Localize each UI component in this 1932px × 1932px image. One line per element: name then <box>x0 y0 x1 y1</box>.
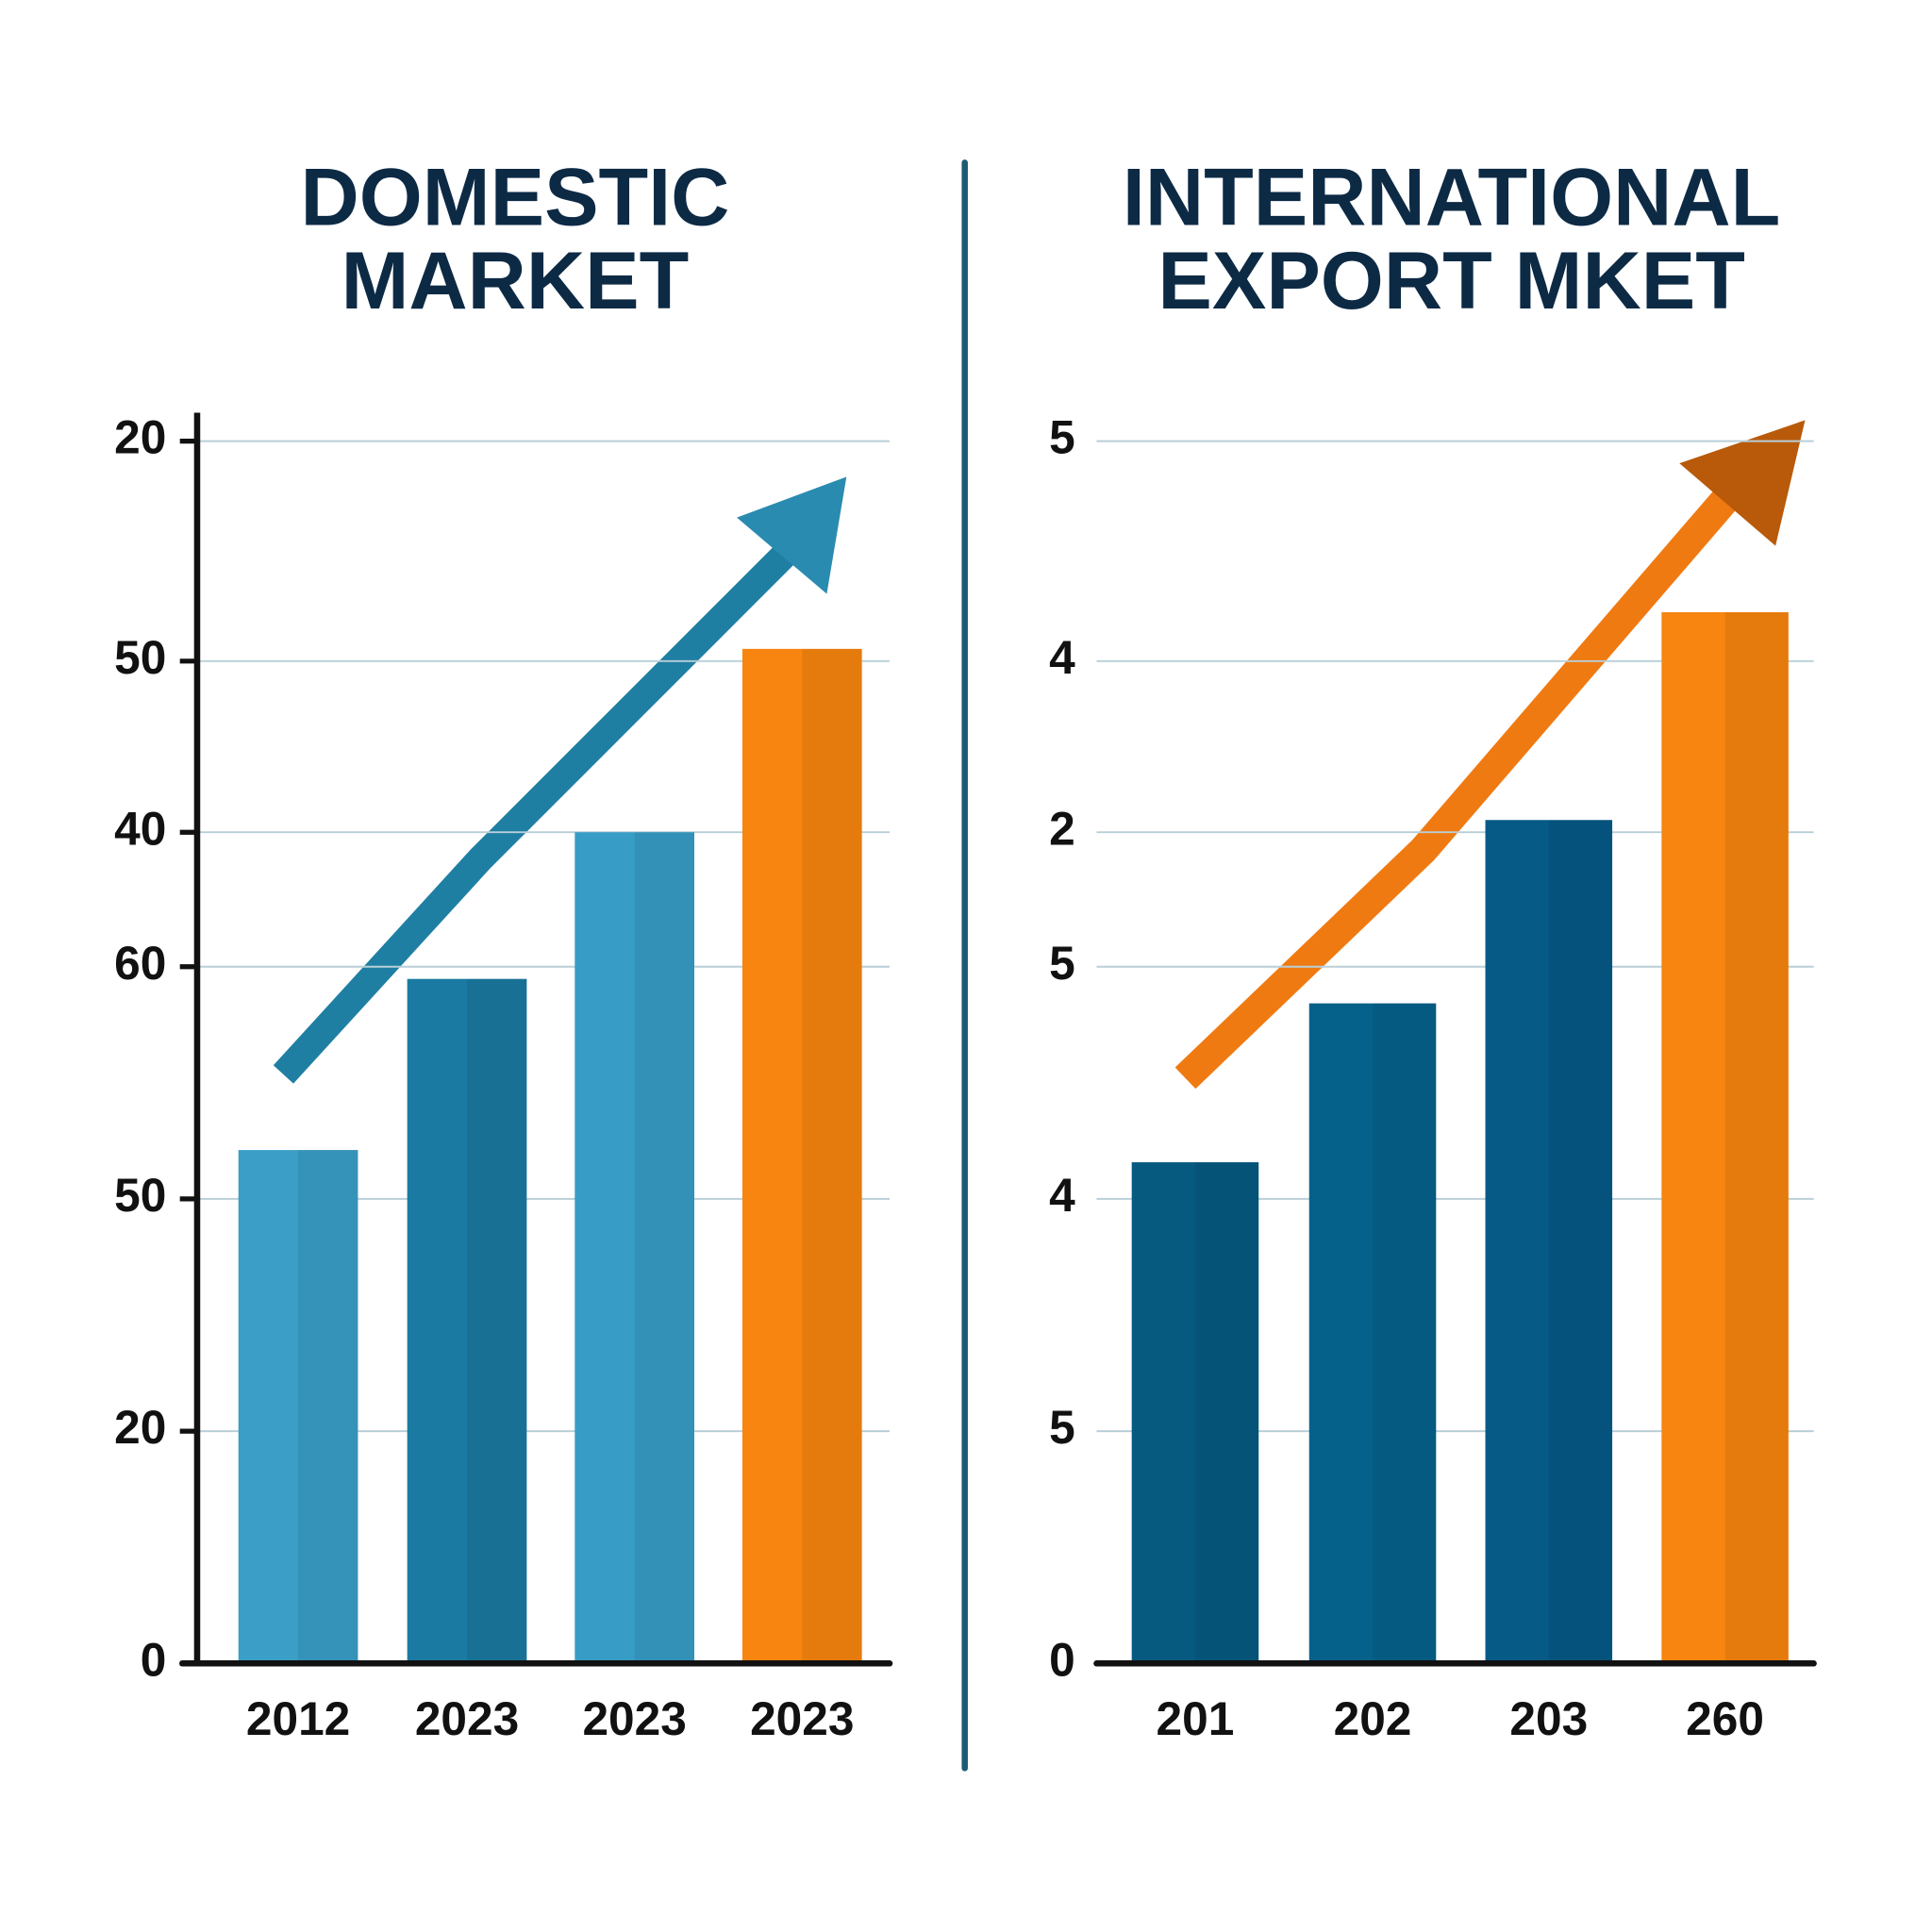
x-tick-label: 2023 <box>750 1692 854 1745</box>
x-tick-label: 2023 <box>415 1692 519 1745</box>
y-tick-label: 20 <box>114 1401 166 1454</box>
bar <box>1661 611 1789 1664</box>
chart-title: DOMESTIC <box>301 152 730 242</box>
trend-arrow-shaft <box>273 541 799 1084</box>
y-tick-label: 50 <box>114 631 166 684</box>
trend-arrow <box>273 476 847 1084</box>
bar-shade <box>1194 1162 1259 1664</box>
y-tick-label: 4 <box>1049 631 1075 684</box>
x-tick-label: 203 <box>1509 1692 1588 1745</box>
bar-shade <box>467 978 527 1664</box>
x-tick-label: 2012 <box>246 1692 350 1745</box>
x-tick-label: 260 <box>1686 1692 1764 1745</box>
bar-shade <box>1373 1003 1437 1664</box>
y-tick-label: 60 <box>114 937 166 990</box>
trend-arrow-head <box>1679 420 1806 546</box>
y-tick-label: 40 <box>114 802 166 855</box>
chart-title: MARKET <box>341 236 690 326</box>
y-tick-label: 4 <box>1049 1169 1075 1222</box>
bar <box>407 978 527 1664</box>
bar <box>238 1150 358 1664</box>
bar-shade <box>1548 820 1613 1664</box>
chart-title: INTERNATIONAL <box>1123 152 1780 242</box>
bar <box>1485 820 1613 1664</box>
bar-shade <box>298 1150 358 1664</box>
y-tick-label: 0 <box>1049 1633 1075 1686</box>
trend-arrow-head <box>737 476 847 594</box>
bar <box>1308 1003 1437 1664</box>
bar-shade <box>1724 611 1789 1664</box>
bar <box>575 832 694 1664</box>
trend-arrow-shaft <box>1174 483 1742 1090</box>
chart-title: EXPORT MKET <box>1158 236 1745 326</box>
x-tick-label: 2023 <box>582 1692 686 1745</box>
x-tick-label: 202 <box>1334 1692 1412 1745</box>
y-tick-label: 20 <box>114 411 166 464</box>
y-tick-label: 5 <box>1049 937 1075 990</box>
y-tick-label: 0 <box>141 1633 167 1686</box>
bar <box>1131 1162 1259 1664</box>
y-tick-label: 5 <box>1049 1401 1075 1454</box>
bar-shade <box>634 832 694 1664</box>
trend-arrow <box>1174 420 1806 1090</box>
bar <box>741 648 862 1664</box>
x-tick-label: 201 <box>1157 1692 1235 1745</box>
bar-shade <box>802 648 862 1664</box>
y-tick-label: 2 <box>1049 802 1075 855</box>
y-tick-label: 50 <box>114 1169 166 1222</box>
y-tick-label: 5 <box>1049 411 1075 464</box>
